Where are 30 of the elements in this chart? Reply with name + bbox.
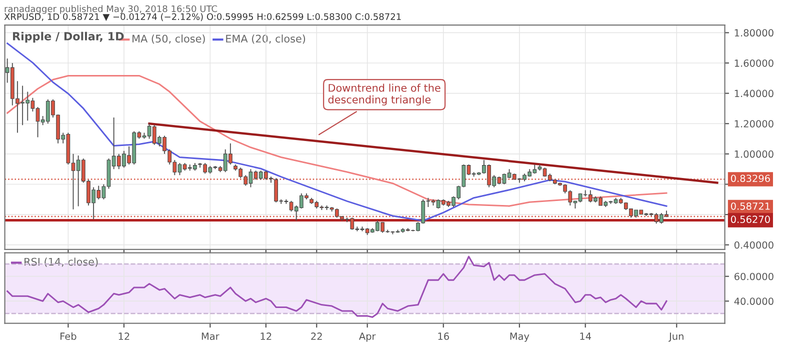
line-series — [6, 74, 668, 207]
y-tick-label: 1.40000 — [734, 90, 774, 98]
x-tick-label: 22 — [311, 332, 322, 340]
y-tick-label: 0.40000 — [734, 241, 774, 249]
x-tick-label: 12 — [260, 332, 272, 340]
line-series — [6, 256, 668, 318]
x-tick-label: Jun — [668, 332, 684, 342]
y-tick-label: 1.60000 — [734, 59, 774, 67]
x-tick-label: 12 — [118, 332, 130, 340]
x-tick-label: Feb — [60, 332, 76, 340]
x-tick-label: Mar — [202, 332, 220, 340]
x-tick-label: May — [510, 332, 530, 342]
legend-label: EMA (20, close) — [226, 34, 306, 44]
ref-line-label: 0.58721 — [730, 202, 770, 210]
x-tick-label: 16 — [438, 332, 449, 340]
text: Ripple / Dollar, 1D — [13, 32, 124, 43]
legend-label: MA (50, close) — [132, 34, 205, 44]
text: ranadagger published May 30, 2018 16:50 UTC — [4, 5, 218, 14]
annotation: Downtrend line of the descending triangle — [328, 84, 440, 106]
chart-subtitle: XRPUSD, 1D 0.58721 ▼ −0.01274 (−2.12%) O:0.59995 H:0.62599 L:0.58300 C:0.58721 — [4, 13, 401, 22]
y-tick-label: 1.00000 — [734, 150, 774, 158]
ref-line-label: 0.56270 — [730, 216, 770, 224]
ref-line-label: 0.83296 — [730, 174, 770, 182]
line-series — [6, 42, 668, 222]
y-tick-label: 1.20000 — [734, 120, 774, 128]
y-tick-label: 40.0000 — [734, 298, 774, 305]
y-tick-label: 60.0000 — [734, 272, 774, 280]
x-tick-label: 14 — [580, 332, 592, 340]
y-tick-label: 1.80000 — [734, 29, 774, 37]
x-tick-label: Apr — [359, 332, 376, 342]
